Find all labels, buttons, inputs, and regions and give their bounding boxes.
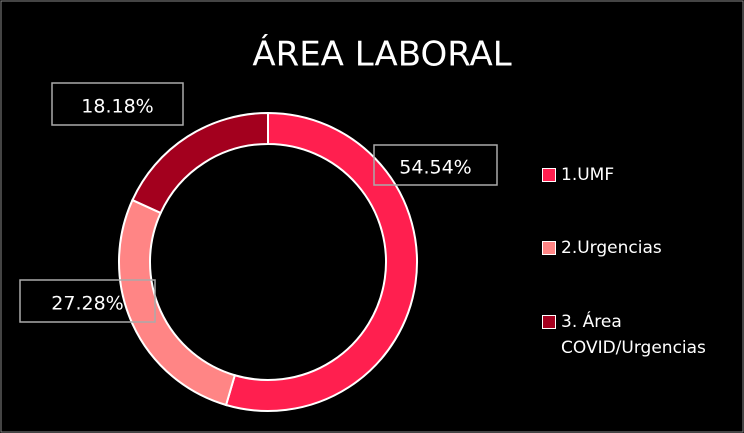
donut-slice	[131, 111, 269, 215]
legend-label: 1.UMF	[561, 165, 615, 185]
chart-title: ÁREA LABORAL	[252, 34, 511, 75]
data-label-box	[51, 82, 184, 126]
legend-item: 3. Área COVID/Urgencias	[542, 309, 737, 361]
donut-slice	[224, 111, 418, 412]
data-label: 27.28%	[51, 293, 123, 315]
legend-label: 2.Urgencias	[561, 238, 662, 258]
legend-swatch	[542, 168, 556, 182]
legend-item: 2.Urgencias	[542, 235, 737, 261]
legend-item: 1.UMF	[542, 162, 737, 188]
legend-swatch	[542, 241, 556, 255]
data-label: 18.18%	[81, 96, 153, 118]
data-label-box	[19, 279, 156, 323]
data-label: 54.54%	[399, 157, 471, 179]
donut-slice	[118, 198, 237, 407]
legend-label: 3. Área COVID/Urgencias	[561, 312, 706, 358]
legend-swatch	[542, 315, 556, 329]
data-label-box	[373, 144, 498, 186]
